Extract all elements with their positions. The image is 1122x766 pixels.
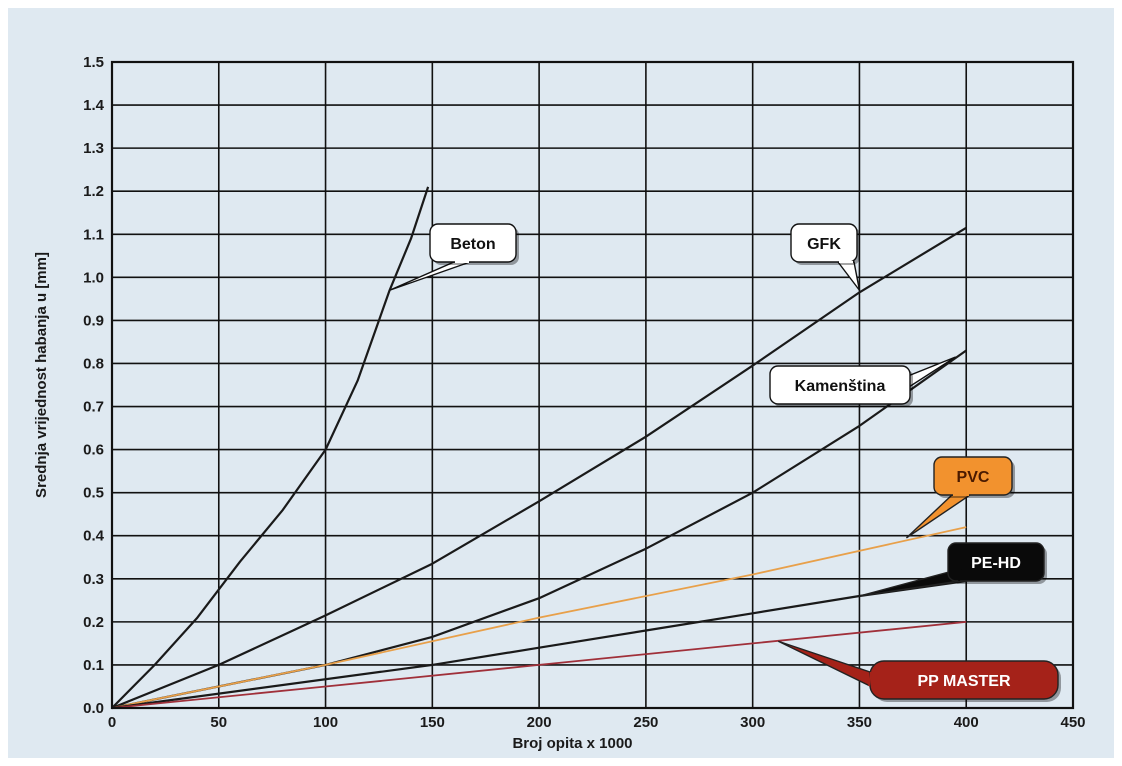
x-tick-label: 400 <box>954 714 979 731</box>
plot-border <box>110 60 1075 710</box>
callout-joint <box>958 568 962 582</box>
y-tick-label: 0.5 <box>83 485 104 502</box>
callout-joint <box>896 379 900 395</box>
x-tick-label: 100 <box>313 714 338 731</box>
y-tick-label: 1.0 <box>83 269 104 286</box>
callout-box <box>790 223 858 263</box>
y-tick-label: 0.2 <box>83 614 104 631</box>
y-tick-label: 0.7 <box>83 399 104 416</box>
callout-box <box>947 542 1045 582</box>
series-line-pvc <box>111 526 967 709</box>
y-tick-label: 0.3 <box>83 571 104 588</box>
callout-pe-hd: PE-HD <box>859 542 1047 597</box>
y-tick-label: 1.1 <box>83 226 104 243</box>
y-tick-label: 0.4 <box>83 528 105 545</box>
x-tick-label: 350 <box>847 714 872 731</box>
callout-beton: Beton <box>389 223 519 291</box>
x-tick-label: 150 <box>420 714 445 731</box>
callout-kamen-tina: Kamenština <box>769 356 956 407</box>
y-axis-title: Srednja vrijednost habanja u [mm] <box>33 252 50 498</box>
callout-gfk: GFK <box>790 223 861 291</box>
callouts: Beton GFK Kamenština PVC PE-HD PP MASTER <box>389 223 1061 702</box>
x-tick-label: 200 <box>527 714 552 731</box>
callout-label: Beton <box>450 236 495 253</box>
y-tick-label: 1.2 <box>83 183 104 200</box>
series-lines <box>111 186 967 710</box>
x-tick-label: 450 <box>1060 714 1085 731</box>
y-tick-label: 1.4 <box>83 97 105 114</box>
callout-pvc: PVC <box>905 456 1015 539</box>
x-tick-label: 250 <box>633 714 658 731</box>
callout-label: Kamenština <box>795 378 886 395</box>
callout-box <box>933 456 1013 496</box>
callout-label: PP MASTER <box>917 673 1011 690</box>
y-tick-label: 1.3 <box>83 140 104 157</box>
series-line-gfk <box>111 226 967 710</box>
y-tick-label: 0.9 <box>83 312 104 329</box>
y-tick-label: 0.8 <box>83 355 104 372</box>
series-line-beton <box>111 186 430 709</box>
y-tick-label: 1.5 <box>83 54 104 71</box>
callout-label: PE-HD <box>971 555 1021 572</box>
y-tick-label: 0.1 <box>83 657 104 674</box>
callout-box <box>769 365 911 405</box>
y-tick-label: 0.6 <box>83 442 104 459</box>
series-line-pp-master <box>111 621 967 709</box>
x-tick-label: 0 <box>108 714 116 731</box>
callout-joint <box>868 671 872 687</box>
axes: 0 50 100 150 200 250 300 350 400 450 0.0 0.1 0.2 0.3 0… <box>83 54 1085 731</box>
callout-pp-master: PP MASTER <box>777 640 1061 702</box>
callout-box <box>429 223 517 263</box>
grid <box>111 61 1074 709</box>
chart-panel: 0 50 100 150 200 250 300 350 400 450 0.0 0.1 0.2 0.3 0… <box>8 8 1114 758</box>
plot-area <box>112 62 1073 708</box>
wear-chart: 0 50 100 150 200 250 300 350 400 450 0.0 0.1 0.2 0.3 0… <box>33 54 1086 752</box>
x-axis-title: Broj opita x 1000 <box>512 735 632 752</box>
y-tick-label: 0.0 <box>83 700 104 717</box>
callout-label: GFK <box>807 236 841 253</box>
x-tick-label: 50 <box>210 714 227 731</box>
callout-label: PVC <box>957 469 990 486</box>
x-tick-label: 300 <box>740 714 765 731</box>
